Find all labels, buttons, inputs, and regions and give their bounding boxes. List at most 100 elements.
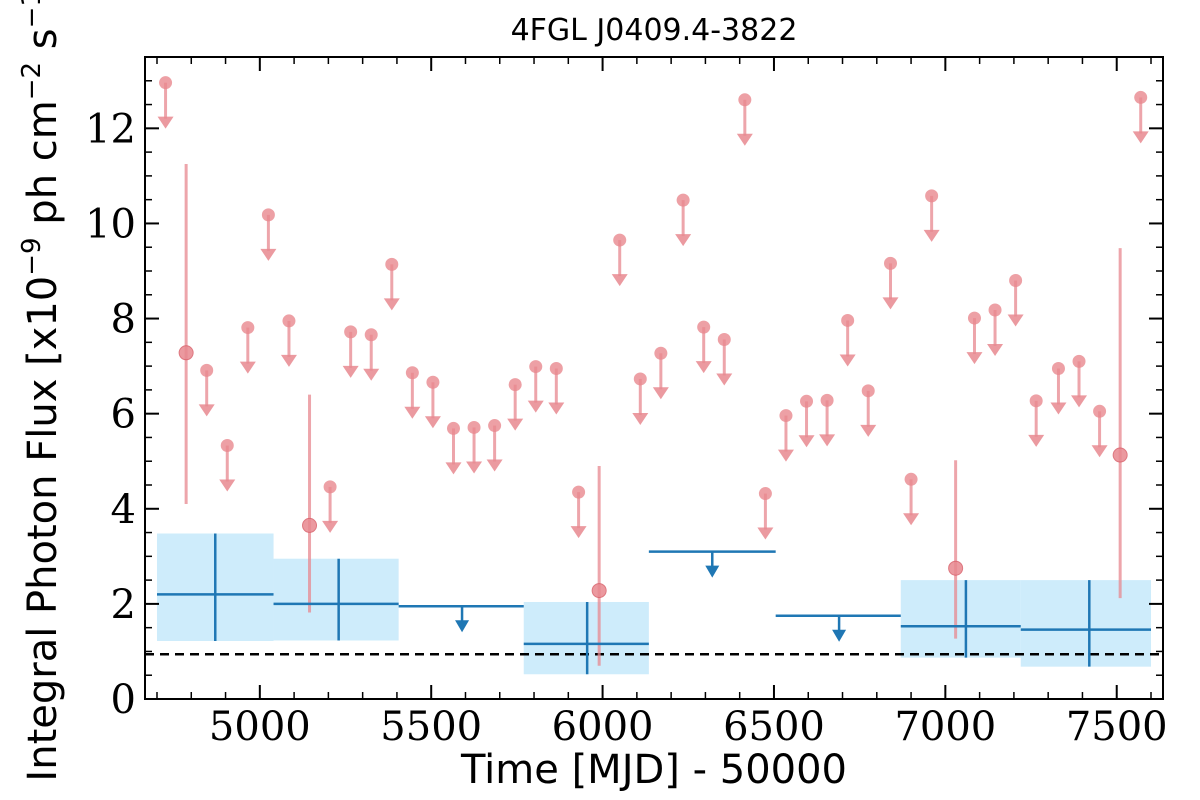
short-bin-upper-limit-point bbox=[1134, 90, 1148, 104]
short-bin-upper-limit-point bbox=[1029, 394, 1043, 408]
x-tick-labels: 5000 5500 6000 6500 7000 7500 bbox=[209, 704, 1168, 750]
short-bin-upper-limit-point bbox=[613, 233, 627, 247]
short-bin-upper-limit-point bbox=[323, 480, 337, 494]
y-tick-label: 6 bbox=[111, 392, 136, 438]
short-bin-upper-limit-point bbox=[800, 394, 814, 408]
short-bin-point bbox=[591, 583, 607, 599]
short-bin-upper-limit-point bbox=[967, 311, 981, 325]
short-bin-upper-limit-point bbox=[697, 320, 711, 334]
short-bin-upper-limit-arrow bbox=[322, 520, 339, 533]
short-bin-upper-limit-point bbox=[758, 487, 772, 501]
short-bin-upper-limit-arrow bbox=[777, 449, 794, 462]
y-tick-labels: 0 2 4 6 8 10 12 bbox=[85, 106, 136, 723]
short-bin-upper-limit-arrow bbox=[466, 461, 483, 474]
short-bin-upper-limit-point bbox=[282, 314, 296, 328]
short-bin-upper-limit-arrow bbox=[260, 248, 277, 261]
short-bin-upper-limit-arrow bbox=[611, 274, 628, 287]
short-bin-upper-limit-arrow bbox=[445, 462, 462, 475]
short-bin-point bbox=[178, 345, 194, 361]
short-bin-upper-limit-arrow bbox=[819, 434, 836, 447]
short-bin-upper-limit-point bbox=[738, 93, 752, 107]
short-bin-upper-limit-point bbox=[364, 328, 378, 342]
short-bin-upper-limit-point bbox=[1051, 361, 1065, 375]
x-tick-label: 6500 bbox=[723, 704, 825, 750]
short-bin-upper-limit-arrow bbox=[1007, 314, 1024, 327]
y-axis-label-exponent: −9 bbox=[17, 237, 47, 275]
axis-ticks bbox=[145, 57, 1163, 700]
short-bin-upper-limit-arrow bbox=[839, 354, 856, 367]
y-axis-label-part: ph cm bbox=[20, 100, 66, 237]
short-bin-upper-limit-point bbox=[988, 303, 1002, 317]
short-bin-upper-limit-point bbox=[488, 419, 502, 433]
long-bin-upper-limit-arrow bbox=[832, 629, 847, 642]
x-tick-label: 5500 bbox=[380, 704, 482, 750]
short-bin-upper-limit-point bbox=[529, 360, 543, 374]
short-bin-upper-limit-arrow bbox=[280, 354, 297, 367]
short-bin-upper-limit-arrow bbox=[882, 297, 899, 310]
short-bin-upper-limit-point bbox=[467, 420, 481, 434]
short-bin-upper-limit-point bbox=[884, 256, 898, 270]
short-bin-upper-limit-arrow bbox=[923, 229, 940, 242]
short-bin-upper-limit-point bbox=[1093, 404, 1107, 418]
short-bin-upper-limit-arrow bbox=[903, 513, 920, 526]
short-bin-upper-limit-arrow bbox=[860, 424, 877, 437]
short-bin-upper-limit-point bbox=[405, 366, 419, 380]
x-tick-label: 7000 bbox=[894, 704, 996, 750]
short-bin-upper-limit-point bbox=[1009, 274, 1023, 288]
long-bin-upper-limit-arrow bbox=[455, 620, 470, 633]
short-bin-upper-limit-arrow bbox=[157, 116, 174, 129]
short-bin-upper-limit-point bbox=[841, 313, 855, 327]
short-bin-upper-limit-point bbox=[200, 363, 214, 377]
short-bin-upper-limit-arrow bbox=[987, 343, 1004, 356]
long-bin-error-band bbox=[900, 580, 1021, 658]
short-bin-upper-limit-point bbox=[344, 325, 358, 339]
short-bin-upper-limit-point bbox=[446, 421, 460, 435]
short-bin-upper-limit-arrow bbox=[675, 234, 692, 247]
short-bin-series bbox=[157, 76, 1149, 666]
y-tick-label: 4 bbox=[111, 487, 136, 533]
short-bin-upper-limit-point bbox=[654, 346, 668, 360]
short-bin-upper-limit-point bbox=[549, 361, 563, 375]
short-bin-upper-limit-arrow bbox=[1050, 402, 1067, 415]
short-bin-upper-limit-arrow bbox=[757, 527, 774, 540]
x-tick-label: 5000 bbox=[209, 704, 311, 750]
short-bin-upper-limit-point bbox=[241, 321, 255, 335]
short-bin-upper-limit-arrow bbox=[632, 412, 649, 425]
short-bin-upper-limit-point bbox=[1072, 354, 1086, 368]
short-bin-upper-limit-arrow bbox=[383, 298, 400, 311]
short-bin-upper-limit-point bbox=[779, 409, 793, 423]
short-bin-upper-limit-arrow bbox=[198, 404, 215, 417]
short-bin-upper-limit-arrow bbox=[570, 526, 587, 539]
short-bin-upper-limit-point bbox=[633, 372, 647, 386]
short-bin-point bbox=[302, 517, 318, 533]
short-bin-upper-limit-arrow bbox=[716, 373, 733, 386]
long-bin-error-bands bbox=[156, 533, 1152, 675]
y-axis-label-part: Integral Photon Flux [x10 bbox=[20, 276, 66, 782]
long-bin-series bbox=[156, 533, 1152, 675]
short-bin-upper-limit-arrow bbox=[527, 400, 544, 413]
short-bin-upper-limit-arrow bbox=[342, 365, 359, 378]
short-bin-upper-limit-point bbox=[717, 332, 731, 346]
y-axis-label-exponent: −1 bbox=[17, 0, 47, 28]
short-bin-upper-limit-arrow bbox=[1132, 131, 1149, 144]
short-bin-upper-limit-arrow bbox=[1091, 445, 1108, 458]
short-bin-upper-limit-arrow bbox=[424, 416, 441, 429]
x-tick-label: 6000 bbox=[552, 704, 654, 750]
y-axis-label: Integral Photon Flux [x10−9 ph cm−2 s−1] bbox=[17, 0, 66, 782]
short-bin-upper-limit-arrow bbox=[486, 459, 503, 472]
short-bin-upper-limit-point bbox=[676, 193, 690, 207]
long-bin-upper-limit-arrow bbox=[705, 565, 720, 578]
chart-title: 4FGL J0409.4-3822 bbox=[511, 13, 798, 48]
short-bin-upper-limit-arrow bbox=[1028, 434, 1045, 447]
short-bin-upper-limit-point bbox=[508, 378, 522, 392]
short-bin-upper-limit-arrow bbox=[695, 361, 712, 374]
short-bin-upper-limit-arrow bbox=[798, 435, 815, 448]
short-bin-upper-limit-point bbox=[572, 485, 586, 499]
y-axis-label-exponent: −2 bbox=[17, 62, 47, 100]
x-tick-label: 7500 bbox=[1066, 704, 1168, 750]
short-bin-upper-limit-arrow bbox=[966, 352, 983, 365]
short-bin-upper-limit-arrow bbox=[736, 133, 753, 146]
short-bin-upper-limit-point bbox=[220, 439, 234, 453]
short-bin-upper-limit-point bbox=[925, 189, 939, 203]
x-axis-label: Time [MJD] - 50000 bbox=[460, 747, 847, 793]
